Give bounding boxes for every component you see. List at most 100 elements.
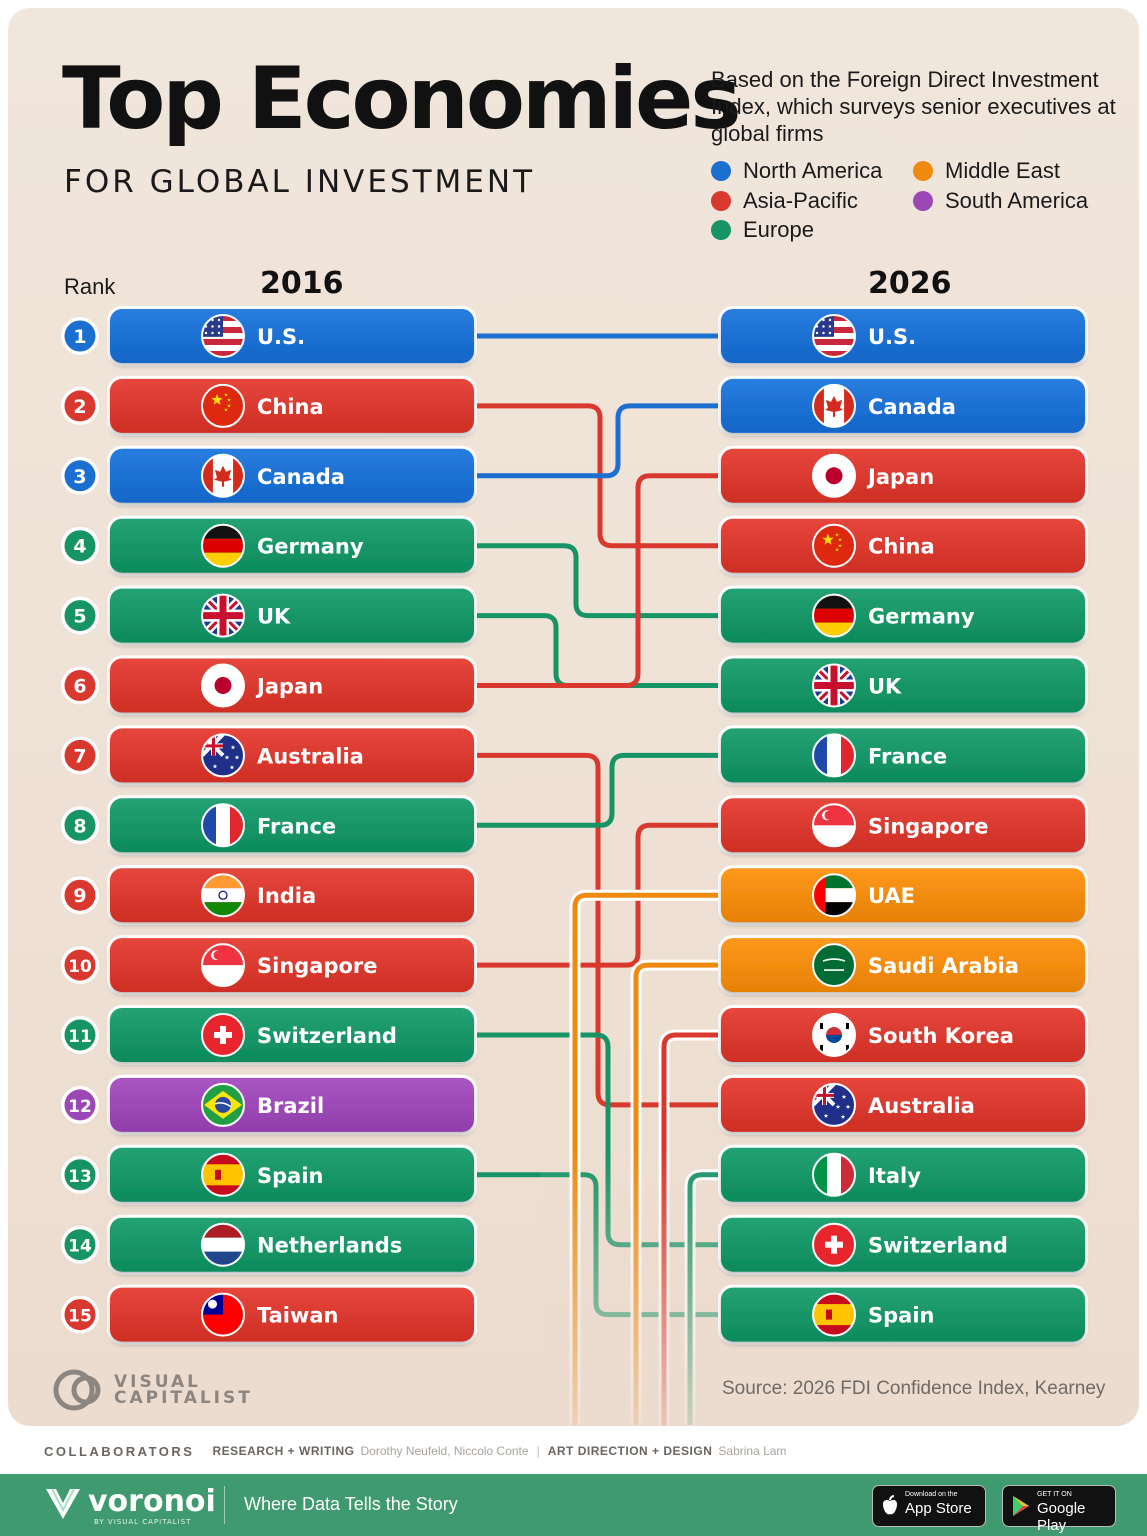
bar-2016-singapore: Singapore <box>107 935 477 996</box>
legend-dot <box>913 161 933 181</box>
bar-2016-canada: Canada <box>107 445 477 506</box>
rank-column-label: Rank <box>64 274 116 299</box>
country-name: Germany <box>257 535 364 559</box>
lines-fade-overlay <box>540 1150 720 1425</box>
country-name: Germany <box>868 605 975 629</box>
voronoi-logo-icon <box>46 1488 80 1519</box>
germany-flag-icon <box>201 523 245 568</box>
legend-dot <box>711 161 731 181</box>
legend-item-south-america: South America <box>913 188 1088 214</box>
legend-item-middle-east: Middle East <box>913 158 1060 184</box>
bar-2016-switzerland: Switzerland <box>107 1005 477 1065</box>
country-name: Italy <box>868 1164 921 1188</box>
country-name: India <box>257 884 316 908</box>
bar-2026-uae: UAE <box>718 865 1088 926</box>
design-label: ART DIRECTION + DESIGN <box>547 1444 713 1458</box>
collaborators-label: COLLABORATORS <box>44 1443 195 1459</box>
rank-badge: 14 <box>61 1225 99 1264</box>
switzerland-flag-icon <box>812 1222 856 1267</box>
country-name: Spain <box>868 1304 934 1328</box>
legend-dot <box>913 191 933 211</box>
bar-2026-spain: Spain <box>718 1284 1088 1345</box>
collab-divider: | <box>536 1444 540 1458</box>
rank-number: 6 <box>73 676 86 698</box>
design-names: Sabrina Lam <box>718 1444 787 1458</box>
country-name: France <box>868 744 947 768</box>
connector-germany <box>467 543 728 619</box>
spain-flag-icon <box>201 1152 245 1197</box>
legend-dot <box>711 191 731 211</box>
country-name: UK <box>257 605 291 629</box>
country-name: U.S. <box>257 325 305 349</box>
japan-flag-icon <box>812 453 856 498</box>
bar-2026-singapore: Singapore <box>718 795 1088 856</box>
bar-2016-uk: UK <box>107 585 477 646</box>
country-name: Singapore <box>868 814 989 838</box>
spain-flag-icon <box>812 1292 856 1337</box>
country-name: Canada <box>257 465 345 489</box>
saudi-arabia-flag-icon <box>812 943 856 988</box>
google-play-button[interactable]: GET IT ON Google Play <box>1002 1485 1116 1534</box>
china-flag-icon <box>812 523 856 568</box>
voronoi-wordmark: voronoi <box>88 1484 216 1519</box>
bar-2016-india: India <box>107 865 477 926</box>
bar-2016-brazil: Brazil <box>107 1074 477 1135</box>
rank-badge: 5 <box>61 596 99 635</box>
legend-label: South America <box>945 188 1089 213</box>
bar-2026-china: China <box>718 515 1088 576</box>
google-play-icon <box>1013 1496 1029 1516</box>
bar-2016-australia: Australia <box>107 725 477 786</box>
rank-badge: 2 <box>61 386 99 425</box>
germany-flag-icon <box>812 593 856 638</box>
bar-2016-taiwan: Taiwan <box>107 1284 477 1345</box>
france-flag-icon <box>812 733 856 778</box>
rank-number: 9 <box>73 885 86 907</box>
singapore-flag-icon <box>201 943 245 988</box>
country-name: Japan <box>866 465 934 489</box>
rank-number: 11 <box>68 1027 92 1047</box>
france-flag-icon <box>201 803 245 848</box>
connector-australia <box>467 752 728 1108</box>
rank-badge: 1 <box>61 317 99 355</box>
source-note: Source: 2026 FDI Confidence Index, Kearn… <box>722 1378 1106 1399</box>
netherlands-flag-icon <box>201 1222 245 1267</box>
ranking-bump-chart: U.S. China Canada Germany UK Japan Australia Fr… <box>61 309 1088 1425</box>
connector-canada <box>467 403 728 479</box>
country-name: Switzerland <box>257 1024 397 1048</box>
app-store-small-text: Download on the <box>905 1491 958 1498</box>
legend-label: North America <box>743 158 883 183</box>
country-name: Singapore <box>257 954 378 978</box>
bar-2016-spain: Spain <box>107 1144 477 1205</box>
country-name: Japan <box>255 675 323 699</box>
description: Based on the Foreign Direct Investment I… <box>711 67 1116 146</box>
bar-2026-switzerland: Switzerland <box>718 1214 1088 1275</box>
app-store-button[interactable]: Download on the App Store <box>872 1485 986 1527</box>
rank-number: 2 <box>73 396 86 418</box>
rank-number: 14 <box>68 1237 92 1257</box>
rank-number: 10 <box>68 957 92 977</box>
brand-line-2: CAPITALIST <box>114 1388 253 1408</box>
connector-japan <box>467 473 728 688</box>
canada-flag-icon <box>812 383 856 428</box>
rank-number: 3 <box>73 466 86 488</box>
country-name: China <box>868 535 935 559</box>
rank-badge: 10 <box>61 946 99 985</box>
bar-2016-china: China <box>107 375 477 436</box>
rank-badge: 11 <box>61 1016 99 1054</box>
bar-2026-canada: Canada <box>718 375 1088 436</box>
india-flag-icon <box>201 873 245 918</box>
page-title: Top Economies <box>62 49 742 149</box>
rank-badge: 6 <box>61 666 99 705</box>
taiwan-flag-icon <box>201 1292 245 1337</box>
bar-2026-germany: Germany <box>718 585 1088 646</box>
rank-badge: 12 <box>61 1085 99 1124</box>
rank-number: 12 <box>68 1097 92 1117</box>
rank-badge: 7 <box>61 736 99 775</box>
country-name: UK <box>868 675 902 699</box>
rank-number: 13 <box>68 1167 92 1187</box>
japan-flag-icon <box>201 663 245 708</box>
rank-badge: 3 <box>61 456 99 495</box>
bar-2016-germany: Germany <box>107 515 477 576</box>
rank-number: 1 <box>73 326 86 348</box>
legend-label: Europe <box>743 217 814 242</box>
